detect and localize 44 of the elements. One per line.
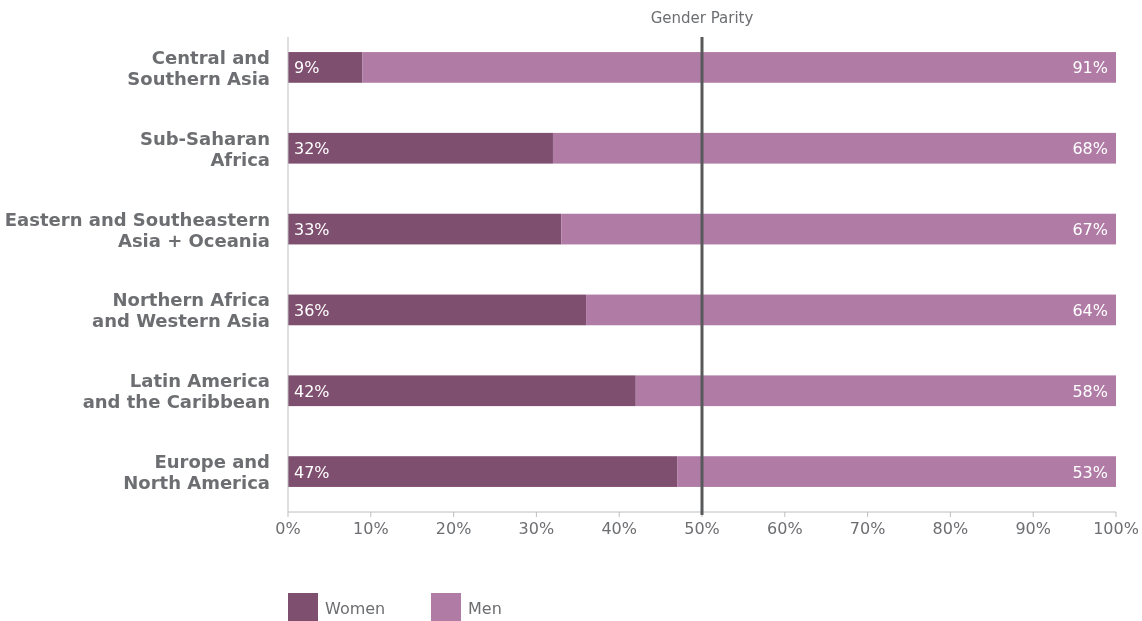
bar — [635, 375, 1116, 407]
x-tick-label: 100% — [1093, 519, 1139, 538]
x-tick-label: 50% — [684, 519, 720, 538]
data-label: 91% — [1072, 58, 1108, 78]
y-tick-label: Latin America and the Caribbean — [82, 370, 270, 413]
y-tick-label: Europe and North America — [123, 451, 270, 494]
bar — [677, 456, 1116, 487]
bar — [552, 132, 1116, 164]
data-label: 9% — [294, 58, 320, 78]
bar — [288, 375, 636, 407]
data-label: 47% — [294, 462, 330, 482]
bar — [362, 52, 1116, 83]
x-tick-label: 80% — [932, 519, 969, 538]
x-tick-label: 0% — [275, 519, 301, 538]
x-tick-label: 40% — [601, 519, 637, 538]
y-tick-label: Sub-Saharan Africa — [139, 127, 270, 170]
data-label: 32% — [294, 139, 330, 159]
x-tick-label: 70% — [849, 519, 886, 538]
x-tick-label: 10% — [353, 519, 389, 538]
data-label: 53% — [1072, 462, 1108, 482]
x-tick-label: 90% — [1015, 519, 1051, 538]
bar — [288, 52, 363, 83]
x-tick-label: 30% — [518, 519, 555, 538]
x-tick-label: 60% — [767, 519, 803, 538]
bar — [561, 213, 1116, 245]
data-label: 64% — [1072, 300, 1108, 320]
y-tick-label: Northern Africa and Western Asia — [92, 289, 270, 332]
bar — [288, 294, 587, 326]
bar — [288, 456, 678, 487]
legend-label: Men — [468, 599, 502, 618]
bar — [288, 213, 562, 245]
data-label: 42% — [294, 381, 330, 401]
data-label: 36% — [294, 300, 330, 320]
ref-line-label: Gender Parity — [650, 9, 754, 27]
y-tick-label: Central and Southern Asia — [127, 46, 270, 89]
bar — [288, 132, 553, 164]
data-label: 67% — [1072, 220, 1108, 240]
legend-label: Women — [325, 599, 386, 618]
y-tick-label: Eastern and Southeastern Asia + Oceania — [4, 208, 270, 251]
data-label: 68% — [1072, 139, 1108, 159]
data-label: 58% — [1072, 381, 1108, 401]
bar — [586, 294, 1116, 326]
x-tick-label: 20% — [435, 519, 472, 538]
data-label: 33% — [294, 220, 330, 240]
